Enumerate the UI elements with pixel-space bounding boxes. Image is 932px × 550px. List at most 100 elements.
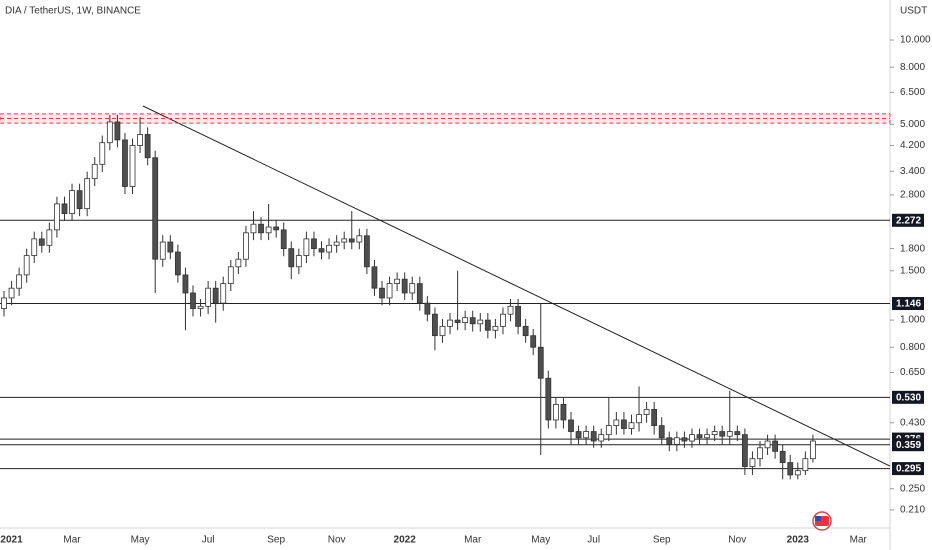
candle-body: [757, 447, 763, 460]
candle-body: [295, 255, 302, 268]
candle-body: [394, 278, 401, 285]
candle-body: [265, 226, 272, 234]
candle-body: [311, 238, 317, 250]
candle-body: [379, 287, 385, 299]
candle-body: [681, 437, 688, 442]
candle-body: [409, 283, 416, 294]
level-label: 0.359: [896, 440, 921, 451]
candle-body: [621, 419, 627, 429]
candle-body: [794, 470, 801, 476]
candle-body: [23, 255, 30, 276]
candle-body: [363, 235, 370, 268]
candle-body: [628, 422, 635, 429]
candle-body: [560, 404, 567, 421]
candle-body: [348, 238, 355, 243]
candle-body: [212, 287, 219, 304]
candle-body: [537, 346, 544, 379]
candle-body: [469, 317, 476, 325]
candle-body: [810, 440, 816, 460]
x-tick-label: Mar: [850, 535, 868, 546]
chart-title: DIA / TetherUS, 1W, BINANCE: [5, 6, 141, 17]
candle-body: [341, 238, 348, 243]
level-label: 0.295: [896, 464, 921, 475]
x-tick-label: 2022: [394, 535, 417, 546]
candle-body: [273, 226, 280, 231]
candle-body: [144, 134, 151, 159]
candle-body: [205, 287, 212, 307]
candle-body: [174, 251, 181, 276]
candle-body: [462, 317, 469, 323]
candle-body: [243, 232, 249, 260]
level-label-box: [892, 297, 924, 311]
candle-body: [704, 434, 710, 439]
x-tick-label: Sep: [653, 535, 671, 546]
candle-body: [227, 266, 234, 285]
candle-body: [31, 238, 38, 256]
candle-body: [38, 238, 45, 246]
candle-body: [280, 229, 287, 250]
level-label: 0.530: [896, 392, 921, 403]
candle-body: [734, 431, 741, 436]
candle-body: [575, 431, 582, 439]
candle-body: [326, 244, 332, 253]
candle-body: [91, 163, 98, 180]
candle-body: [802, 458, 809, 472]
candle-body: [651, 408, 658, 427]
candle-body: [46, 229, 53, 246]
candle-body: [568, 419, 574, 432]
candle-body: [137, 134, 143, 146]
candle-body: [726, 431, 733, 437]
price-unit: USDT: [900, 6, 927, 17]
y-tick-label: 2.800: [900, 190, 925, 201]
candle-body: [318, 248, 325, 253]
candle-body: [658, 425, 665, 439]
candle-body: [764, 440, 771, 449]
candle-body: [545, 377, 552, 421]
candle-body: [530, 335, 537, 348]
candle-body: [477, 319, 484, 325]
candle-body: [500, 313, 506, 327]
candle-body: [711, 431, 718, 436]
level-label-box: [892, 438, 924, 452]
candle-body: [197, 305, 204, 309]
candle-body: [258, 223, 264, 234]
candle-body: [371, 266, 378, 289]
y-tick-label: 0.430: [900, 417, 925, 428]
level-label-box: [892, 213, 924, 227]
candle-body: [772, 440, 779, 452]
logo: [812, 511, 832, 531]
candle-body: [220, 283, 227, 304]
y-tick-label: 4.200: [900, 140, 925, 151]
candle-body: [1, 297, 7, 309]
candle-body: [598, 434, 605, 442]
candle-body: [16, 274, 23, 289]
x-tick-label: Nov: [728, 535, 746, 546]
x-tick-label: Mar: [464, 535, 482, 546]
candle-body: [129, 145, 136, 187]
candle-body: [190, 292, 196, 309]
candle-body: [152, 157, 159, 260]
candle-body: [159, 241, 166, 260]
candle-body: [69, 190, 75, 215]
level-label-box: [892, 390, 924, 404]
candle-body: [492, 325, 499, 331]
y-tick-label: 1.800: [900, 243, 925, 254]
y-tick-label: 5.000: [900, 119, 925, 130]
candle-body: [61, 203, 68, 215]
candle-body: [522, 325, 529, 337]
candle-body: [99, 142, 106, 165]
y-tick-label: 1.000: [900, 315, 925, 326]
level-label-box: [892, 462, 924, 476]
y-tick-label: 0.210: [900, 505, 925, 516]
candle-body: [250, 223, 257, 234]
candle-body: [167, 241, 174, 253]
candle-body: [719, 431, 726, 437]
candle-body: [54, 203, 60, 231]
x-tick-label: 2021: [0, 535, 23, 546]
candle-body: [432, 313, 438, 337]
candle-body: [454, 319, 461, 323]
x-tick-label: May: [131, 535, 150, 546]
candle-body: [515, 305, 521, 327]
x-tick-label: Nov: [328, 535, 346, 546]
